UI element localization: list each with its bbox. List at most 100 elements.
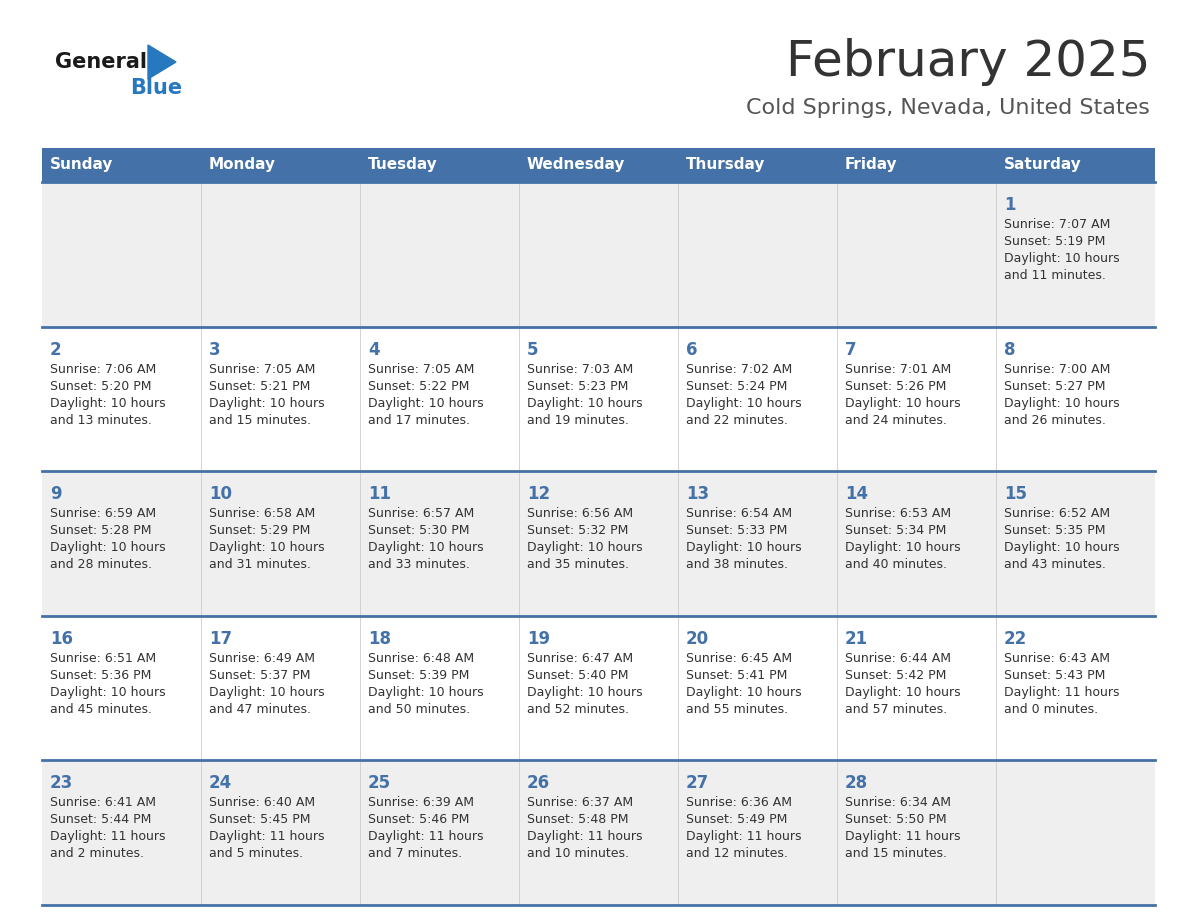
Text: Sunset: 5:19 PM: Sunset: 5:19 PM [1004, 235, 1105, 248]
Text: and 28 minutes.: and 28 minutes. [50, 558, 152, 571]
Text: Monday: Monday [209, 158, 276, 173]
Text: Sunrise: 7:00 AM: Sunrise: 7:00 AM [1004, 363, 1111, 375]
Text: Sunrise: 6:48 AM: Sunrise: 6:48 AM [368, 652, 474, 665]
Text: and 15 minutes.: and 15 minutes. [209, 414, 311, 427]
Bar [42, 148, 1155, 182]
Text: and 24 minutes.: and 24 minutes. [845, 414, 947, 427]
Text: 12: 12 [527, 486, 550, 503]
Text: Daylight: 11 hours: Daylight: 11 hours [845, 831, 961, 844]
Text: Daylight: 10 hours: Daylight: 10 hours [845, 397, 961, 409]
Text: 16: 16 [50, 630, 72, 648]
Text: Daylight: 10 hours: Daylight: 10 hours [209, 686, 324, 699]
Text: Sunrise: 6:56 AM: Sunrise: 6:56 AM [527, 508, 633, 521]
Text: 2: 2 [50, 341, 62, 359]
Text: 19: 19 [527, 630, 550, 648]
Text: Sunrise: 6:39 AM: Sunrise: 6:39 AM [368, 797, 474, 810]
Text: Sunrise: 7:07 AM: Sunrise: 7:07 AM [1004, 218, 1111, 231]
Text: and 17 minutes.: and 17 minutes. [368, 414, 470, 427]
Text: Daylight: 10 hours: Daylight: 10 hours [1004, 397, 1119, 409]
Text: Sunset: 5:33 PM: Sunset: 5:33 PM [685, 524, 788, 537]
Text: and 45 minutes.: and 45 minutes. [50, 703, 152, 716]
Text: Daylight: 10 hours: Daylight: 10 hours [527, 397, 643, 409]
Text: Daylight: 11 hours: Daylight: 11 hours [209, 831, 324, 844]
Text: and 40 minutes.: and 40 minutes. [845, 558, 947, 571]
Text: General: General [55, 52, 147, 72]
Text: Sunrise: 7:03 AM: Sunrise: 7:03 AM [527, 363, 633, 375]
Text: 26: 26 [527, 775, 550, 792]
Text: Daylight: 10 hours: Daylight: 10 hours [209, 542, 324, 554]
Text: and 5 minutes.: and 5 minutes. [209, 847, 303, 860]
Text: 11: 11 [368, 486, 391, 503]
Text: 27: 27 [685, 775, 709, 792]
Bar [42, 471, 1155, 616]
Text: 18: 18 [368, 630, 391, 648]
Text: and 11 minutes.: and 11 minutes. [1004, 269, 1106, 282]
Text: 5: 5 [527, 341, 538, 359]
Text: Sunrise: 6:49 AM: Sunrise: 6:49 AM [209, 652, 315, 665]
Text: 10: 10 [209, 486, 232, 503]
Text: and 19 minutes.: and 19 minutes. [527, 414, 628, 427]
Text: and 22 minutes.: and 22 minutes. [685, 414, 788, 427]
Text: 24: 24 [209, 775, 232, 792]
Text: and 55 minutes.: and 55 minutes. [685, 703, 788, 716]
Text: 13: 13 [685, 486, 709, 503]
Text: 3: 3 [209, 341, 221, 359]
Text: Sunset: 5:40 PM: Sunset: 5:40 PM [527, 669, 628, 682]
Text: and 43 minutes.: and 43 minutes. [1004, 558, 1106, 571]
Text: 25: 25 [368, 775, 391, 792]
Text: Sunset: 5:43 PM: Sunset: 5:43 PM [1004, 669, 1105, 682]
Text: Sunrise: 7:02 AM: Sunrise: 7:02 AM [685, 363, 792, 375]
Text: and 2 minutes.: and 2 minutes. [50, 847, 144, 860]
Text: Sunrise: 6:34 AM: Sunrise: 6:34 AM [845, 797, 952, 810]
Text: Sunset: 5:20 PM: Sunset: 5:20 PM [50, 380, 152, 393]
Bar [42, 760, 1155, 905]
Text: Daylight: 10 hours: Daylight: 10 hours [209, 397, 324, 409]
Text: and 35 minutes.: and 35 minutes. [527, 558, 628, 571]
Text: Sunset: 5:35 PM: Sunset: 5:35 PM [1004, 524, 1106, 537]
Text: and 12 minutes.: and 12 minutes. [685, 847, 788, 860]
Text: Sunset: 5:34 PM: Sunset: 5:34 PM [845, 524, 947, 537]
Text: Daylight: 10 hours: Daylight: 10 hours [527, 542, 643, 554]
Text: Blue: Blue [129, 78, 182, 98]
Text: Thursday: Thursday [685, 158, 765, 173]
Polygon shape [148, 45, 176, 79]
Text: Sunset: 5:26 PM: Sunset: 5:26 PM [845, 380, 947, 393]
Text: Daylight: 10 hours: Daylight: 10 hours [368, 397, 484, 409]
Text: Sunset: 5:39 PM: Sunset: 5:39 PM [368, 669, 469, 682]
Text: Sunrise: 7:05 AM: Sunrise: 7:05 AM [209, 363, 315, 375]
Text: 6: 6 [685, 341, 697, 359]
Text: Sunrise: 7:06 AM: Sunrise: 7:06 AM [50, 363, 157, 375]
Text: and 31 minutes.: and 31 minutes. [209, 558, 311, 571]
Text: 8: 8 [1004, 341, 1016, 359]
Text: Sunrise: 6:37 AM: Sunrise: 6:37 AM [527, 797, 633, 810]
Text: Sunrise: 7:01 AM: Sunrise: 7:01 AM [845, 363, 952, 375]
Text: 22: 22 [1004, 630, 1028, 648]
Text: Daylight: 11 hours: Daylight: 11 hours [368, 831, 484, 844]
Text: Sunset: 5:46 PM: Sunset: 5:46 PM [368, 813, 469, 826]
Text: Sunset: 5:37 PM: Sunset: 5:37 PM [209, 669, 310, 682]
Text: Sunset: 5:23 PM: Sunset: 5:23 PM [527, 380, 628, 393]
Text: Sunday: Sunday [50, 158, 113, 173]
Text: and 47 minutes.: and 47 minutes. [209, 703, 311, 716]
Text: Daylight: 10 hours: Daylight: 10 hours [50, 542, 165, 554]
Text: Daylight: 10 hours: Daylight: 10 hours [1004, 252, 1119, 265]
Text: 17: 17 [209, 630, 232, 648]
Text: Daylight: 10 hours: Daylight: 10 hours [527, 686, 643, 699]
Text: and 50 minutes.: and 50 minutes. [368, 703, 470, 716]
Text: and 52 minutes.: and 52 minutes. [527, 703, 628, 716]
Text: 23: 23 [50, 775, 74, 792]
Text: Daylight: 10 hours: Daylight: 10 hours [685, 542, 802, 554]
Text: Sunset: 5:27 PM: Sunset: 5:27 PM [1004, 380, 1106, 393]
Bar [42, 327, 1155, 471]
Text: Sunset: 5:50 PM: Sunset: 5:50 PM [845, 813, 947, 826]
Text: Sunset: 5:48 PM: Sunset: 5:48 PM [527, 813, 628, 826]
Text: Daylight: 11 hours: Daylight: 11 hours [527, 831, 643, 844]
Text: 20: 20 [685, 630, 709, 648]
Text: and 0 minutes.: and 0 minutes. [1004, 703, 1098, 716]
Text: February 2025: February 2025 [785, 38, 1150, 86]
Text: Daylight: 10 hours: Daylight: 10 hours [368, 686, 484, 699]
Text: 21: 21 [845, 630, 868, 648]
Text: Daylight: 10 hours: Daylight: 10 hours [845, 686, 961, 699]
Text: Sunset: 5:28 PM: Sunset: 5:28 PM [50, 524, 152, 537]
Text: 14: 14 [845, 486, 868, 503]
